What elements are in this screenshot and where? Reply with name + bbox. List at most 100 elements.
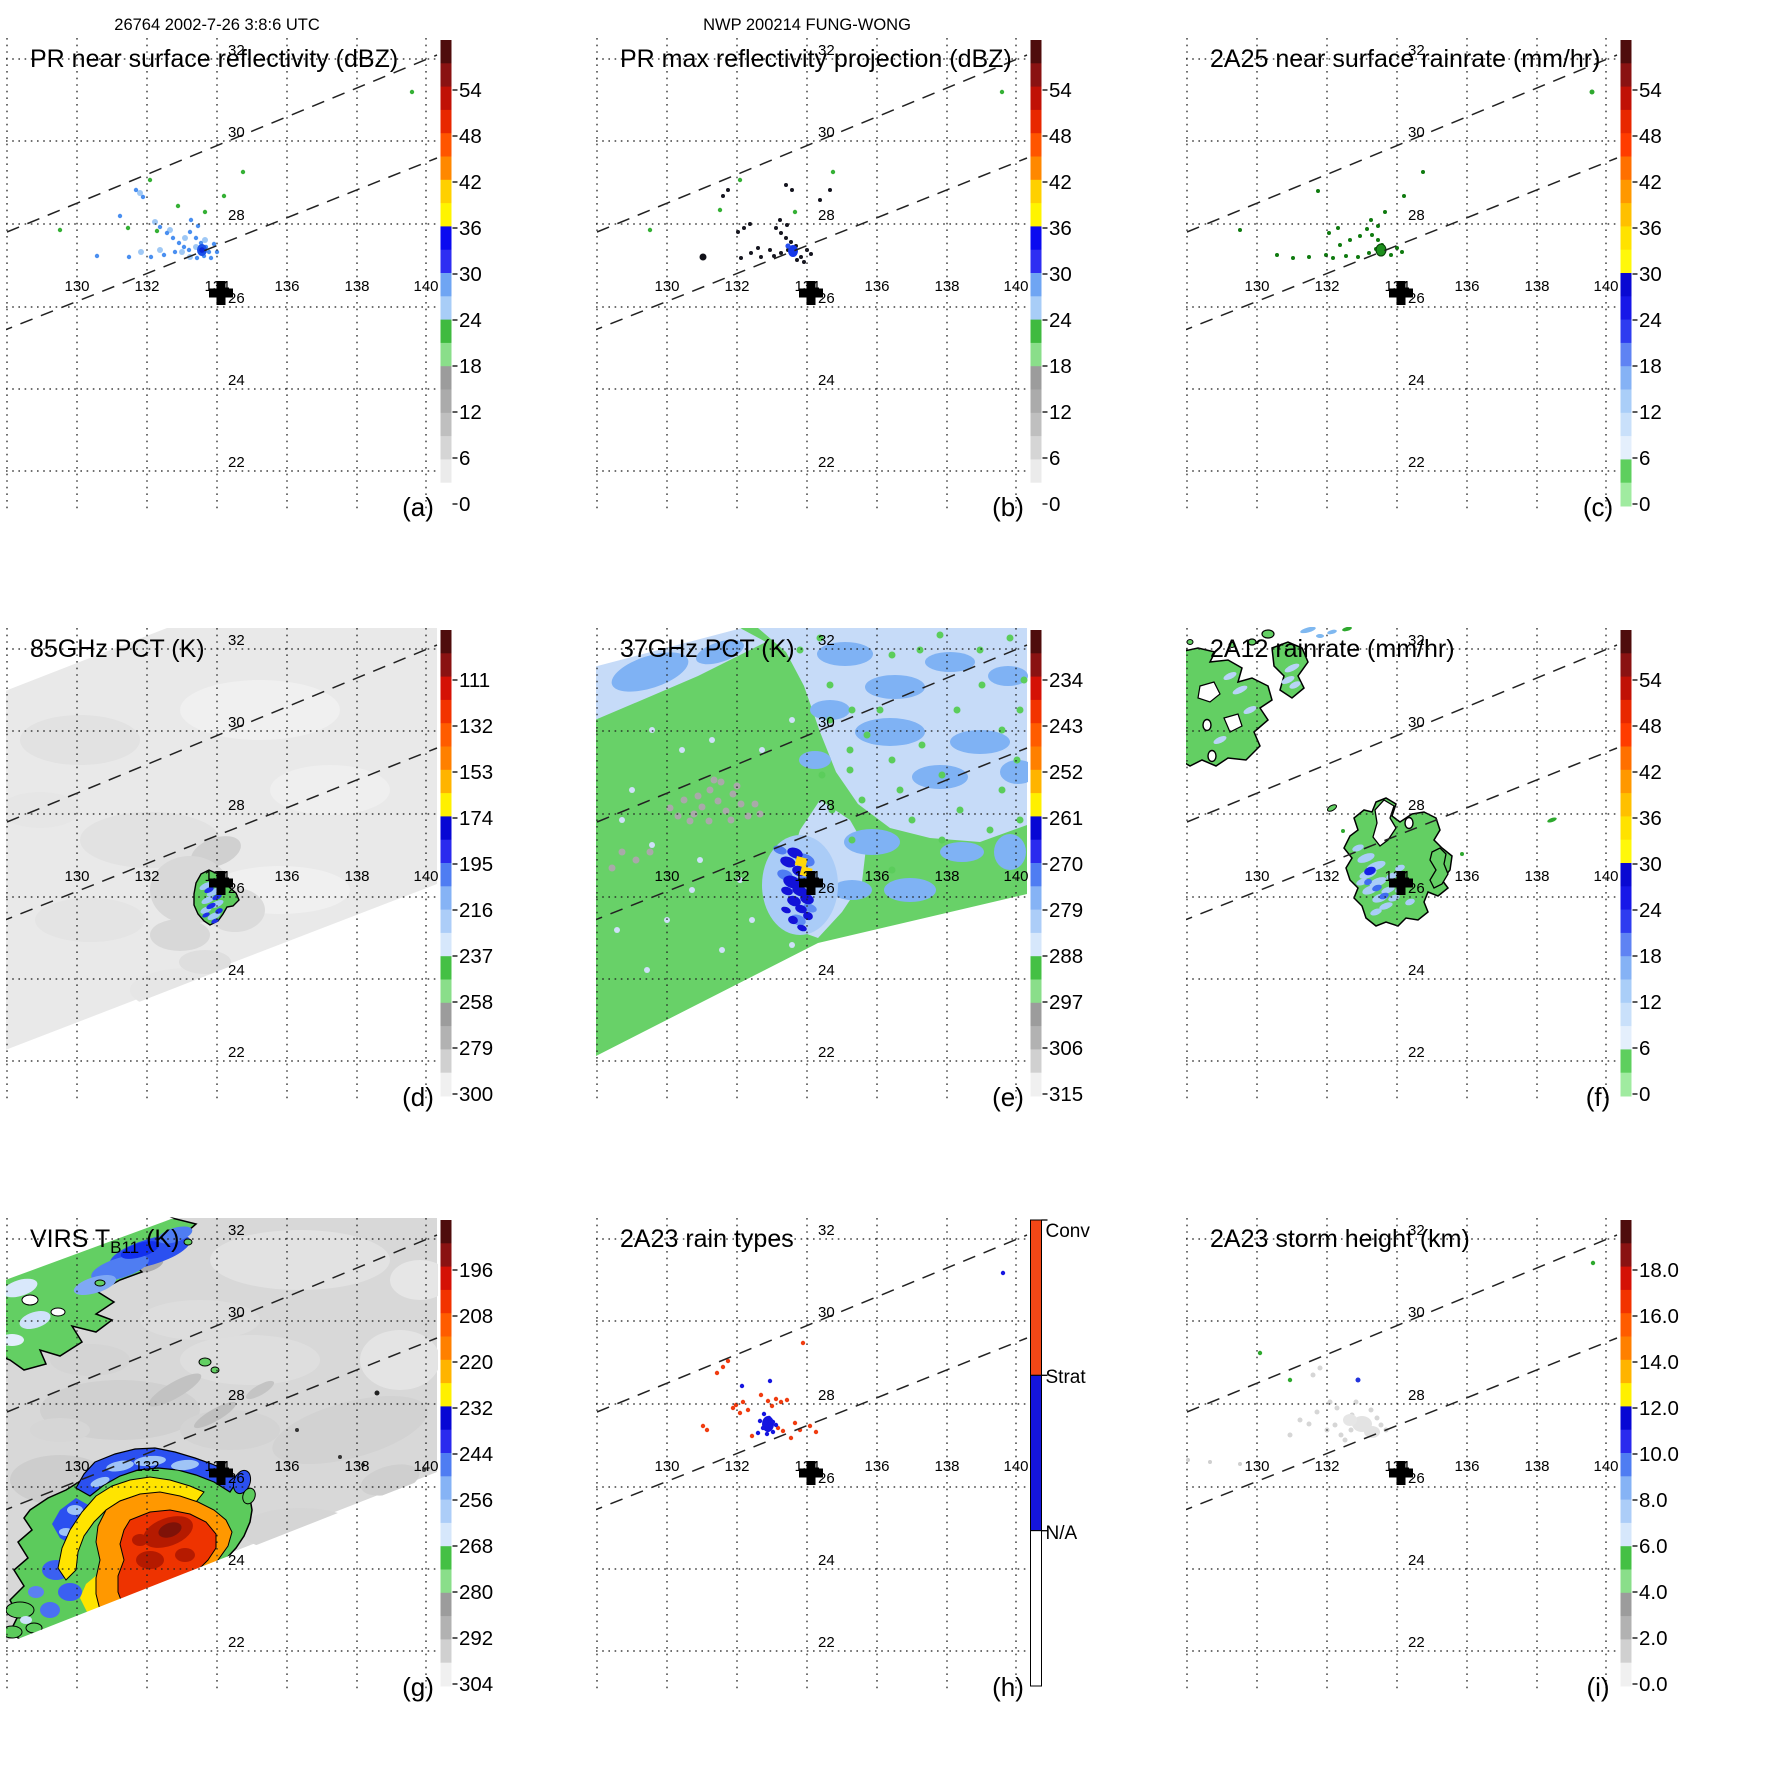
data-pixel bbox=[152, 219, 158, 225]
map-feature bbox=[67, 1505, 83, 1515]
colorbar-tick-label: 30 bbox=[1639, 853, 1662, 876]
data-pixel bbox=[918, 741, 926, 749]
colorbar-tick-label: 304 bbox=[459, 1673, 493, 1696]
map-feature bbox=[988, 666, 1028, 686]
lat-label: 32 bbox=[818, 1222, 835, 1239]
colorbar-tick-label: 18 bbox=[1639, 945, 1662, 968]
colorbar-segment bbox=[1620, 676, 1632, 701]
map-feature bbox=[80, 812, 220, 868]
colorbar-segment bbox=[1030, 179, 1042, 204]
lat-label: 30 bbox=[228, 714, 245, 731]
panel-letter: (e) bbox=[992, 1082, 1024, 1112]
lon-label: 132 bbox=[724, 278, 749, 295]
data-pixel bbox=[181, 244, 187, 250]
lat-label: 32 bbox=[818, 632, 835, 649]
data-pixel bbox=[756, 246, 760, 250]
colorbar-tick-label: 12 bbox=[1639, 991, 1662, 1014]
data-pixel bbox=[698, 803, 706, 811]
data-pixel bbox=[614, 927, 620, 933]
colorbar-segment bbox=[1620, 1616, 1632, 1640]
colorbar-segment bbox=[440, 203, 452, 227]
map-feature bbox=[272, 1395, 428, 1465]
map-feature bbox=[50, 1344, 130, 1376]
colorbar-segment bbox=[1620, 1499, 1632, 1524]
map-feature bbox=[6, 1601, 35, 1619]
lat-label: 32 bbox=[1408, 1222, 1425, 1239]
panel-title-subscript: B11 bbox=[110, 1238, 139, 1257]
colorbar-segment bbox=[1030, 909, 1042, 934]
colorbar-tick-label: 54 bbox=[1639, 79, 1662, 102]
map-feature bbox=[91, 1255, 149, 1281]
colorbar-segment bbox=[1620, 1639, 1632, 1664]
lat-label: 30 bbox=[1408, 714, 1425, 731]
colorbar-segment bbox=[1030, 1026, 1042, 1050]
colorbar: 54 48 42 36 30 24 18 12 6 0 bbox=[1620, 630, 1662, 1106]
grid-lines bbox=[6, 38, 438, 510]
map-feature bbox=[1355, 1377, 1361, 1383]
data-pixel bbox=[733, 782, 741, 790]
data-pixel bbox=[717, 207, 723, 213]
colorbar-segment bbox=[1030, 816, 1042, 841]
colorbar-tick-label: 12 bbox=[1639, 401, 1662, 424]
panel-title: PR near surface reflectivity (dBZ) bbox=[30, 45, 398, 73]
lon-label: 136 bbox=[274, 278, 299, 295]
map-feature bbox=[1000, 760, 1028, 784]
map-feature bbox=[73, 1275, 117, 1295]
lat-label: 32 bbox=[228, 42, 245, 59]
lon-label: 132 bbox=[134, 868, 159, 885]
lat-label: 24 bbox=[228, 372, 245, 389]
colorbar-tick-label: 24 bbox=[1639, 899, 1662, 922]
data-pixel bbox=[1317, 1365, 1323, 1371]
data-pixel bbox=[916, 646, 924, 654]
data-pixel bbox=[769, 1403, 775, 1409]
map-feature bbox=[792, 885, 808, 897]
colorbar-segment bbox=[1620, 699, 1632, 724]
colorbar-tick-label: 279 bbox=[459, 1037, 493, 1060]
colorbar-segment bbox=[440, 1592, 452, 1617]
data-pixel bbox=[147, 177, 153, 183]
map-feature bbox=[1343, 1414, 1357, 1426]
lat-label: 28 bbox=[228, 797, 245, 814]
colorbar-tick-label: 261 bbox=[1049, 807, 1083, 830]
map-feature bbox=[780, 856, 796, 868]
swath-edge-line bbox=[596, 157, 1028, 331]
lon-label: 138 bbox=[1524, 868, 1549, 885]
data-pixel bbox=[1383, 210, 1387, 214]
grid-labels: 323028262422130132134136138140 bbox=[1244, 42, 1618, 471]
data-pixel bbox=[779, 231, 783, 235]
colorbar-tick-label: 244 bbox=[459, 1443, 493, 1466]
map-feature bbox=[245, 1380, 275, 1400]
swath-edge-line bbox=[6, 1234, 438, 1413]
colorbar-tick-label: 0 bbox=[1639, 493, 1650, 516]
data-pixel bbox=[726, 188, 730, 192]
colorbar-segment bbox=[1620, 653, 1632, 678]
data-pixel bbox=[792, 209, 798, 215]
data-pixel bbox=[1590, 1260, 1596, 1266]
data-pixel bbox=[694, 792, 702, 800]
lon-label: 132 bbox=[1314, 278, 1339, 295]
colorbar-segment bbox=[440, 1289, 452, 1314]
map-data bbox=[1186, 1260, 1596, 1466]
data-pixel bbox=[751, 800, 759, 808]
lat-label: 22 bbox=[818, 1044, 835, 1061]
data-pixel bbox=[140, 194, 146, 200]
data-pixel bbox=[1334, 1405, 1340, 1411]
colorbar-tick-label: 232 bbox=[459, 1397, 493, 1420]
data-pixel bbox=[721, 194, 725, 198]
colorbar-segment bbox=[1620, 1072, 1632, 1097]
lat-label: 32 bbox=[228, 632, 245, 649]
storm-center-cross bbox=[209, 281, 233, 305]
map-feature bbox=[90, 1476, 110, 1488]
map-feature bbox=[1341, 829, 1345, 833]
map-feature bbox=[865, 675, 925, 699]
colorbar-tick-label: 48 bbox=[1049, 125, 1072, 148]
colorbar-tick-label: 18 bbox=[1049, 355, 1072, 378]
data-pixel bbox=[179, 249, 185, 255]
data-pixel bbox=[1327, 231, 1331, 235]
data-pixel bbox=[649, 842, 655, 848]
data-pixel bbox=[1310, 1372, 1316, 1378]
lat-label: 24 bbox=[818, 962, 835, 979]
map-data bbox=[647, 89, 1005, 264]
colorbar-segment bbox=[1620, 319, 1632, 344]
map-feature bbox=[1197, 681, 1221, 703]
